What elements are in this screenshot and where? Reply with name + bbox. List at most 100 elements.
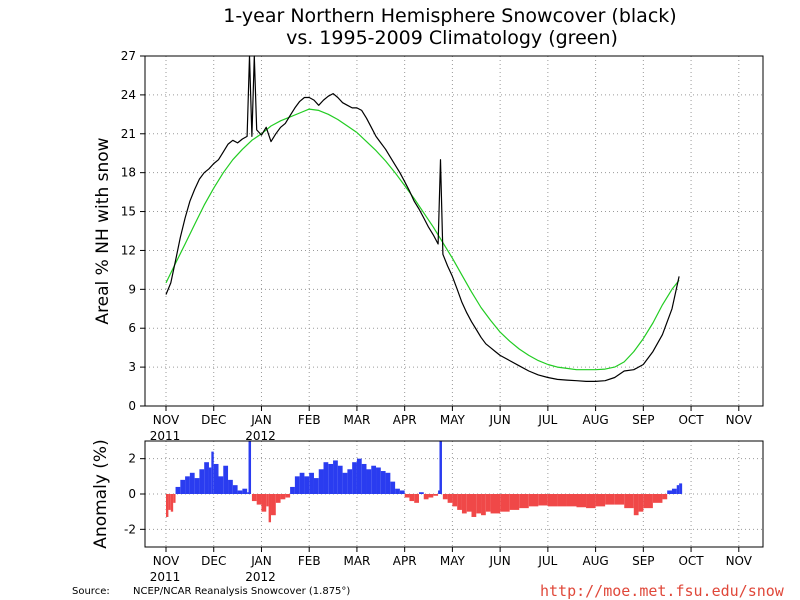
x-tick-label-month: OCT <box>678 413 704 427</box>
x-tick-label-year: 2011 <box>150 429 181 443</box>
anomaly-bar-positive <box>366 469 372 494</box>
anomaly-bar-negative <box>538 494 548 506</box>
anomaly-bar-positive <box>204 462 209 494</box>
anomaly-bar-positive <box>299 472 305 494</box>
x-tick-label-month: NOV <box>726 413 753 427</box>
anomaly-bar-positive <box>290 486 295 494</box>
anomaly-bar-negative <box>173 494 176 503</box>
anomaly-bar-positive <box>337 465 343 494</box>
anomaly-bar-negative <box>170 494 174 512</box>
source-text: NCEP/NCAR Reanalysis Snowcover (1.875°) <box>133 586 350 597</box>
bottom-plot-y-ticks: -2 0 2 <box>124 452 145 536</box>
anomaly-bar-positive <box>328 463 334 494</box>
anomaly-bar-positive <box>211 451 214 494</box>
anomaly-bar-positive <box>199 469 205 494</box>
anomaly-bar-positive <box>175 486 181 494</box>
y-tick-label: 9 <box>128 282 136 296</box>
x-tick-label-month: NOV <box>726 554 753 568</box>
anomaly-bar-positive <box>318 469 324 494</box>
anomaly-bar-negative <box>471 494 477 517</box>
series-line-observed <box>165 55 680 382</box>
anomaly-bar-negative <box>271 494 276 516</box>
x-tick-label-month: SEP <box>632 554 654 568</box>
x-tick-label-month: JAN <box>250 413 272 427</box>
anomaly-bar-negative <box>414 494 419 503</box>
top-plot-y-ticks: 0 3 6 9 12 15 18 21 24 27 <box>121 49 145 413</box>
anomaly-bar-positive <box>667 490 672 494</box>
anomaly-bar-negative <box>509 494 520 510</box>
anomaly-bar-negative <box>662 494 668 500</box>
x-tick-label-month: JAN <box>250 554 272 568</box>
anomaly-bar-negative <box>605 494 615 505</box>
anomaly-bar-positive <box>232 485 238 494</box>
anomaly-bar-positive <box>371 465 377 494</box>
anomaly-bar-negative <box>442 494 448 500</box>
anomaly-bar-positive <box>385 472 391 494</box>
anomaly-bar-negative <box>652 494 663 503</box>
anomaly-bar-positive <box>223 465 229 494</box>
anomaly-bar-negative <box>586 494 596 509</box>
x-tick-label-month: AUG <box>582 554 608 568</box>
x-tick-label-month: NOV <box>153 554 180 568</box>
y-tick-label: 27 <box>121 49 136 63</box>
x-tick-label-year: 2012 <box>245 570 276 584</box>
top-plot-series <box>165 55 680 382</box>
x-tick-label-month: SEP <box>632 413 654 427</box>
y-tick-label: 15 <box>121 205 136 219</box>
anomaly-bar-positive <box>399 490 405 494</box>
x-tick-label-year: 2011 <box>150 570 181 584</box>
anomaly-bar-positive <box>342 472 348 494</box>
anomaly-bar-negative <box>275 494 281 503</box>
anomaly-bar-negative <box>285 494 291 498</box>
x-tick-label-month: NOV <box>153 413 180 427</box>
anomaly-bar-positive <box>361 463 367 494</box>
anomaly-bar-positive <box>390 481 396 494</box>
anomaly-bar-negative <box>452 494 458 507</box>
anomaly-bar-positive <box>242 488 248 494</box>
chart-title-line1: 1-year Northern Hemisphere Snowcover (bl… <box>223 5 676 27</box>
anomaly-bar-negative <box>490 494 501 514</box>
anomaly-bar-negative <box>168 494 171 510</box>
source-url[interactable]: http://moe.met.fsu.edu/snow <box>540 582 785 600</box>
anomaly-bar-negative <box>457 494 462 510</box>
anomaly-bar-negative <box>547 494 558 507</box>
anomaly-bar-positive <box>304 476 310 494</box>
chart-title-line2: vs. 1995-2009 Climatology (green) <box>286 27 618 49</box>
anomaly-bar-negative <box>638 494 644 512</box>
anomaly-bar-positive <box>347 469 353 494</box>
anomaly-bar-positive <box>194 478 200 494</box>
x-tick-label-month: JUL <box>537 554 557 568</box>
anomaly-bar-positive <box>418 492 424 494</box>
x-tick-label-month: JUN <box>488 554 510 568</box>
y-tick-label: 3 <box>128 360 136 374</box>
anomaly-bar-negative <box>166 494 169 517</box>
anomaly-bar-negative <box>476 494 482 514</box>
y-tick-label: 2 <box>128 452 136 466</box>
x-tick-label-month: MAY <box>440 413 466 427</box>
x-tick-label-month: APR <box>393 554 417 568</box>
anomaly-bar-positive <box>439 441 442 494</box>
anomaly-bar-negative <box>423 494 429 500</box>
anomaly-bar-negative <box>256 494 262 505</box>
y-tick-label: 6 <box>128 321 136 335</box>
anomaly-bar-negative <box>466 494 472 512</box>
x-tick-label-month: APR <box>393 413 417 427</box>
anomaly-bar-positive <box>218 476 224 494</box>
anomaly-bar-positive <box>395 488 400 494</box>
y-tick-label: 24 <box>121 88 136 102</box>
anomaly-bar-positive <box>213 463 219 494</box>
bottom-plot-y-axis-label: Anomaly (%) <box>91 439 111 548</box>
anomaly-bar-positive <box>294 476 300 494</box>
x-tick-label-month: MAR <box>343 413 370 427</box>
x-tick-label-month: JUL <box>537 413 557 427</box>
anomaly-bar-negative <box>566 494 577 507</box>
anomaly-bar-positive <box>313 478 319 494</box>
anomaly-bar-positive <box>228 479 233 494</box>
anomaly-bar-negative <box>633 494 639 516</box>
anomaly-bar-negative <box>433 494 439 496</box>
y-tick-label: 0 <box>128 399 136 413</box>
anomaly-bar-negative <box>404 494 410 498</box>
y-tick-label: 0 <box>128 487 136 501</box>
